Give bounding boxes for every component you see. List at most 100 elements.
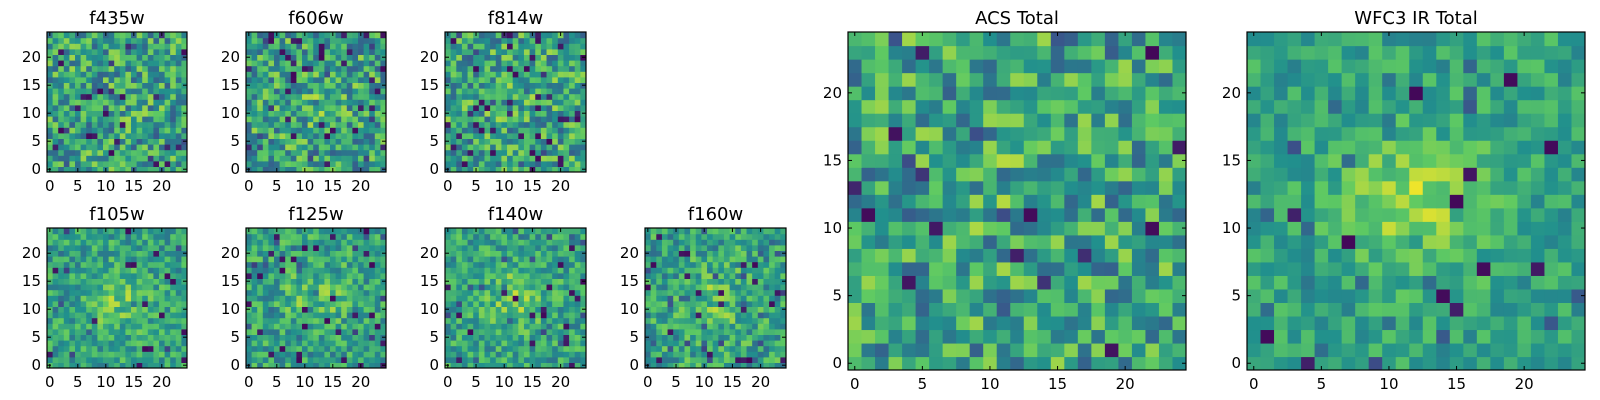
heatmap-cell (175, 32, 182, 39)
heatmap-cell (1023, 261, 1038, 276)
heatmap-cell (456, 334, 463, 341)
heatmap-cell (1131, 275, 1147, 290)
heatmap-cell (484, 328, 491, 335)
heatmap-cell (1091, 302, 1106, 317)
heatmap-cell (535, 127, 542, 134)
heatmap-cell (346, 144, 353, 151)
heatmap-cell (251, 104, 258, 111)
heatmap-cell (318, 60, 325, 67)
heatmap-cell (661, 312, 669, 319)
y-tick-label: 5 (31, 328, 41, 346)
heatmap-cell (546, 312, 553, 319)
heatmap-cell (563, 138, 570, 145)
heatmap-cell (147, 116, 154, 123)
y-tick-label: 10 (221, 104, 240, 122)
heatmap-cell (1077, 180, 1092, 195)
heatmap-cell (175, 43, 182, 50)
heatmap-cell (352, 110, 359, 117)
heatmap-cell (335, 256, 342, 263)
heatmap-cell (290, 328, 297, 335)
heatmap-cell (91, 345, 98, 352)
heatmap-cell (131, 160, 138, 167)
heatmap-cell (346, 99, 353, 106)
heatmap-cell (574, 127, 581, 134)
heatmap-cell (563, 295, 570, 302)
heatmap-cell (103, 93, 110, 100)
heatmap-cell (313, 138, 320, 145)
heatmap-cell (374, 261, 381, 268)
heatmap-cell (942, 207, 957, 222)
heatmap-cell (147, 138, 154, 145)
heatmap-cell (363, 104, 370, 111)
heatmap-cell (318, 267, 325, 274)
heatmap-cell (69, 71, 76, 78)
heatmap-cell (695, 284, 702, 291)
heatmap-cell (69, 144, 76, 151)
heatmap-cell (1104, 342, 1119, 358)
heatmap-cell (262, 32, 269, 39)
heatmap-cell (461, 244, 469, 251)
heatmap-cell (341, 149, 348, 156)
heatmap-cell (490, 272, 497, 279)
heatmap-cell (63, 261, 70, 268)
heatmap-cell (546, 71, 553, 78)
heatmap-cell (490, 82, 497, 89)
heatmap-cell (563, 345, 570, 352)
heatmap-cell (69, 43, 76, 50)
heatmap-cell (875, 356, 890, 370)
heatmap-cell (574, 65, 581, 72)
heatmap-cell (52, 155, 59, 162)
heatmap-cell (302, 76, 309, 83)
heatmap-cell (181, 71, 187, 78)
heatmap-cell (75, 317, 82, 324)
heatmap-cell (969, 288, 984, 303)
heatmap-cell (296, 54, 303, 61)
heatmap-cell (484, 144, 491, 151)
heatmap-cell (718, 272, 725, 279)
heatmap-cell (268, 334, 275, 341)
heatmap-cell (75, 244, 82, 251)
heatmap-cell (678, 300, 686, 307)
heatmap-cell (86, 328, 93, 335)
heatmap-cell (484, 48, 491, 55)
heatmap-cell (495, 300, 502, 307)
heatmap-cell (181, 317, 187, 324)
heatmap-cell (279, 312, 286, 319)
heatmap-cell (763, 356, 770, 363)
heatmap-cell (335, 300, 342, 307)
heatmap-cell (1104, 234, 1119, 249)
heatmap-cell (153, 228, 160, 235)
heatmap-cell (108, 295, 115, 302)
heatmap-cell (97, 295, 104, 302)
heatmap-cell (63, 110, 70, 117)
heatmap-cell (473, 76, 480, 83)
heatmap-cell (1077, 167, 1092, 182)
heatmap-cell (262, 127, 269, 134)
heatmap-cell (80, 37, 87, 44)
heatmap-cell (735, 289, 742, 296)
heatmap-cell (175, 278, 182, 285)
heatmap-cell (352, 160, 359, 167)
heatmap-cell (518, 121, 525, 128)
heatmap-cell (456, 93, 463, 100)
heatmap-cell (80, 323, 87, 330)
heatmap-cell (529, 300, 536, 307)
heatmap-cell (1091, 356, 1106, 370)
heatmap-cell (569, 65, 576, 72)
heatmap-cell (153, 32, 160, 39)
heatmap-cell (302, 144, 309, 151)
heatmap-cell (1104, 302, 1119, 317)
heatmap-cell (888, 315, 903, 331)
heatmap-cell (97, 48, 104, 55)
heatmap-cell (341, 132, 348, 139)
heatmap-cell (1118, 315, 1133, 331)
heatmap-cell (363, 351, 370, 358)
heatmap-cell (159, 132, 166, 139)
heatmap-cell (495, 323, 502, 330)
heatmap-cell (159, 244, 166, 251)
heatmap-cell (147, 76, 154, 83)
heatmap-cell (181, 99, 187, 106)
heatmap-cell (729, 261, 736, 268)
heatmap-cell (735, 272, 742, 279)
heatmap-cell (246, 132, 253, 139)
